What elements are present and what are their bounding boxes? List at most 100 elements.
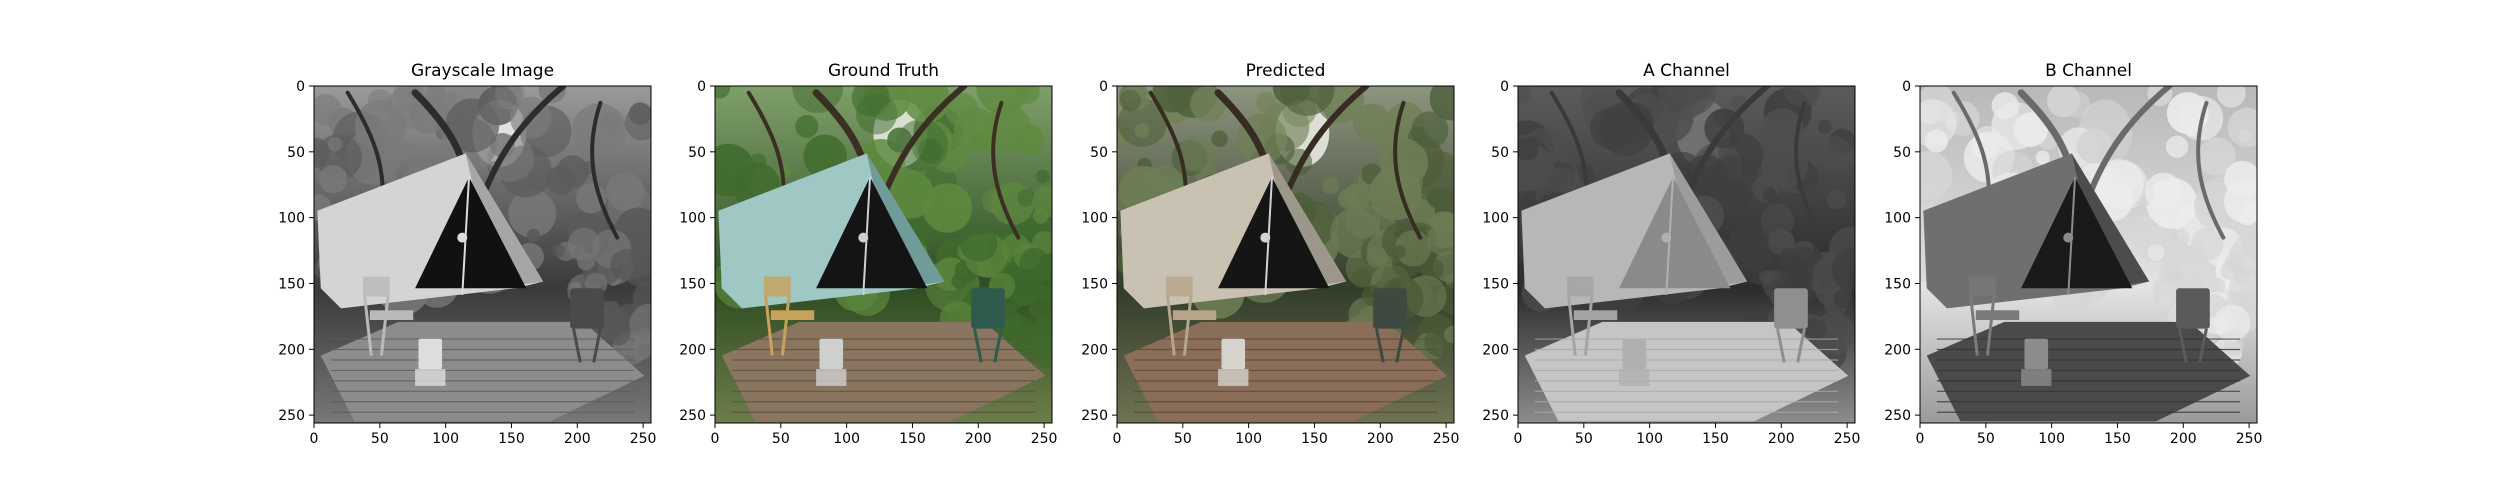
x-tick-label: 150 — [498, 431, 525, 447]
y-tick-label: 50 — [287, 145, 305, 161]
folding-chair-left — [764, 276, 815, 356]
wooden-deck — [721, 321, 1046, 422]
wooden-deck — [320, 321, 645, 422]
axes-frame — [1517, 85, 1856, 424]
x-tick-label: 50 — [1575, 431, 1593, 447]
panel-ground-truth: Ground Truth 0 50 100 150 200 250 0 50 100 150 200 2… — [679, 61, 1057, 447]
wooden-deck — [1123, 321, 1448, 422]
x-tick-label: 150 — [1702, 431, 1729, 447]
folding-chair-left — [1969, 276, 2020, 356]
y-tick-label: 200 — [1884, 342, 1911, 358]
y-tick-label: 250 — [1081, 408, 1108, 424]
y-tick-label: 200 — [278, 342, 305, 358]
x-tick-label: 100 — [2038, 431, 2065, 447]
x-tick-label: 150 — [1301, 431, 1328, 447]
y-tick-label: 150 — [679, 276, 706, 292]
panel-image — [314, 86, 651, 423]
x-tick-label: 50 — [371, 431, 389, 447]
y-tick-label: 0 — [1500, 79, 1509, 95]
x-tick-label: 250 — [1433, 431, 1460, 447]
folding-chair-left — [363, 276, 414, 356]
x-tick-label: 50 — [1174, 431, 1192, 447]
panel-image — [1117, 86, 1454, 423]
y-tick-label: 0 — [1099, 79, 1108, 95]
chair-right — [971, 288, 1005, 363]
axes-frame — [1116, 85, 1455, 424]
tent-door — [2021, 176, 2133, 289]
lantern — [2021, 338, 2052, 386]
y-tick-label: 50 — [1893, 145, 1911, 161]
folding-chair-left — [1567, 276, 1618, 356]
y-tick-label: 200 — [679, 342, 706, 358]
y-tick-label: 0 — [1902, 79, 1911, 95]
tent-door — [816, 176, 928, 289]
y-tick-label: 250 — [679, 408, 706, 424]
x-tick-label: 250 — [1031, 431, 1058, 447]
chair-right — [2176, 288, 2210, 363]
panel-predicted: Predicted 0 50 100 150 200 250 0 50 100 150 200 250 — [1081, 61, 1459, 447]
axis-ticks: 0 50 100 150 200 250 0 50 100 150 200 250 — [1884, 79, 2262, 447]
panel-grayscale: Grayscale Image 0 50 100 150 200 250 0 50 100 150 2… — [278, 61, 656, 447]
y-tick-label: 250 — [1482, 408, 1509, 424]
x-tick-label: 250 — [1834, 431, 1861, 447]
x-tick-label: 200 — [1367, 431, 1394, 447]
panel-a-channel: A Channel 0 50 100 150 200 250 0 50 100 150 200 250 — [1482, 61, 1860, 447]
x-tick-label: 200 — [564, 431, 591, 447]
x-tick-label: 100 — [432, 431, 459, 447]
tent-door — [1218, 176, 1330, 289]
lantern — [816, 338, 847, 386]
x-tick-label: 250 — [2236, 431, 2263, 447]
panel-title: A Channel — [1643, 61, 1730, 81]
panel-title: Grayscale Image — [411, 61, 554, 81]
panel-b-channel: B Channel 0 50 100 150 200 250 0 50 100 150 200 250 — [1884, 61, 2262, 447]
x-tick-label: 250 — [630, 431, 657, 447]
x-tick-label: 200 — [1768, 431, 1795, 447]
y-tick-label: 100 — [1482, 211, 1509, 227]
x-tick-label: 0 — [310, 431, 319, 447]
panel-title: B Channel — [2045, 61, 2132, 81]
lantern — [415, 338, 446, 386]
y-tick-label: 150 — [1482, 276, 1509, 292]
axis-ticks: 0 50 100 150 200 250 0 50 100 150 200 250 — [679, 79, 1057, 447]
x-tick-label: 0 — [1916, 431, 1925, 447]
axis-ticks: 0 50 100 150 200 250 0 50 100 150 200 250 — [1081, 79, 1459, 447]
chair-right — [1373, 288, 1407, 363]
y-tick-label: 50 — [688, 145, 706, 161]
y-tick-label: 100 — [1081, 211, 1108, 227]
axes-frame — [313, 85, 652, 424]
wooden-deck — [1926, 321, 2251, 422]
y-tick-label: 50 — [1491, 145, 1509, 161]
axis-ticks: 0 50 100 150 200 250 0 50 100 150 200 250 — [1482, 79, 1860, 447]
panel-image — [715, 86, 1052, 423]
x-tick-label: 100 — [1636, 431, 1663, 447]
y-tick-label: 250 — [1884, 408, 1911, 424]
tent-door — [1619, 176, 1731, 289]
x-tick-label: 0 — [1113, 431, 1122, 447]
x-tick-label: 0 — [1514, 431, 1523, 447]
x-tick-label: 50 — [772, 431, 790, 447]
x-tick-label: 50 — [1977, 431, 1995, 447]
chair-right — [1774, 288, 1808, 363]
panel-image — [1518, 86, 1855, 423]
y-tick-label: 100 — [278, 211, 305, 227]
axis-ticks: 0 50 100 150 200 250 0 50 100 150 200 250 — [278, 79, 656, 447]
x-tick-label: 0 — [711, 431, 720, 447]
axes-frame — [714, 85, 1053, 424]
y-tick-label: 0 — [296, 79, 305, 95]
panel-title: Predicted — [1246, 61, 1326, 81]
y-tick-label: 100 — [1884, 211, 1911, 227]
x-tick-label: 200 — [965, 431, 992, 447]
wooden-deck — [1524, 321, 1849, 422]
y-tick-label: 150 — [1884, 276, 1911, 292]
x-tick-label: 100 — [1235, 431, 1262, 447]
lantern — [1218, 338, 1249, 386]
x-tick-label: 150 — [2104, 431, 2131, 447]
y-tick-label: 200 — [1081, 342, 1108, 358]
chair-right — [570, 288, 604, 363]
folding-chair-left — [1166, 276, 1217, 356]
x-tick-label: 150 — [899, 431, 926, 447]
x-tick-label: 200 — [2170, 431, 2197, 447]
y-tick-label: 50 — [1090, 145, 1108, 161]
